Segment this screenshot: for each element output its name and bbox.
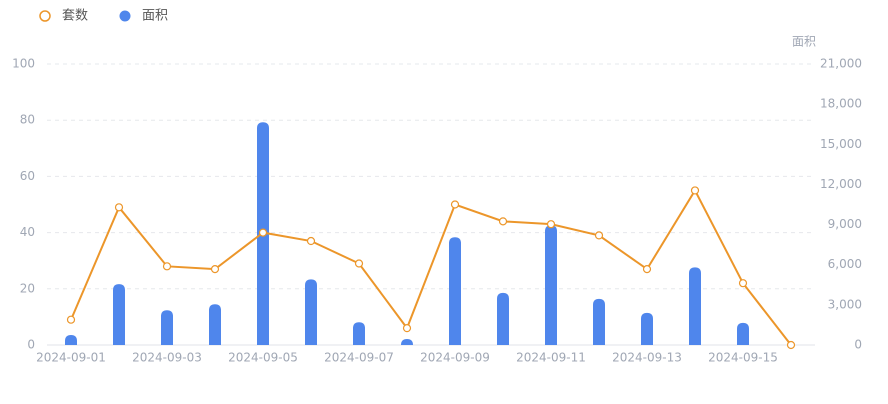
y-tick-label: 20: [20, 281, 35, 295]
legend-marker: [119, 10, 131, 22]
y-tick-label: 80: [20, 113, 35, 127]
x-tick-label: 2024-09-01: [36, 351, 106, 365]
line-point: [690, 186, 700, 195]
line-point: [738, 279, 748, 288]
x-tick-label: 2024-09-13: [612, 351, 682, 365]
x-tick-label: 2024-09-03: [132, 351, 202, 365]
bar: [641, 312, 653, 345]
x-tick-label: 2024-09-15: [708, 351, 778, 365]
bar: [305, 279, 317, 345]
y2-tick-label: 6,000: [828, 257, 862, 271]
y2-tick-label: 9,000: [828, 217, 862, 231]
line-point: [162, 262, 172, 271]
bar: [449, 237, 461, 345]
bar: [65, 334, 77, 345]
line-point: [594, 231, 604, 240]
bar: [161, 310, 173, 345]
y2-tick-label: 21,000: [820, 57, 862, 71]
bar: [545, 225, 557, 345]
bar: [113, 284, 125, 345]
y2-axis-title: 面积: [792, 35, 816, 49]
line-point: [546, 220, 556, 229]
legend-marker: [39, 10, 51, 22]
line-point: [306, 236, 316, 246]
line-point: [210, 265, 220, 274]
line-point: [114, 203, 124, 212]
x-tick-label: 2024-09-11: [516, 351, 586, 365]
line-point: [450, 200, 460, 209]
bar: [401, 338, 413, 345]
bar: [353, 322, 365, 345]
x-tick-label: 2024-09-05: [228, 351, 298, 365]
line-point: [258, 228, 268, 237]
bar: [593, 298, 605, 345]
y-tick-label: 60: [20, 169, 35, 183]
line: [70, 188, 792, 346]
y-tick-label: 100: [12, 57, 35, 71]
line-point: [354, 259, 364, 268]
y2-tick-label: 15,000: [820, 137, 862, 151]
line-point: [66, 315, 76, 324]
legend-label: 套数: [62, 8, 88, 24]
legend-label: 面积: [142, 9, 168, 24]
line-point: [402, 324, 412, 333]
y2-tick-label: 0: [854, 338, 862, 352]
y2-tick-label: 18,000: [820, 97, 862, 111]
x-tick-label: 2024-09-09: [420, 351, 490, 365]
bar: [737, 322, 749, 345]
y-tick-label: 40: [20, 225, 35, 239]
bar: [689, 267, 701, 345]
line-point: [786, 340, 796, 350]
y2-tick-label: 12,000: [820, 177, 862, 191]
line-point: [498, 217, 508, 226]
y-tick-label: 0: [27, 338, 35, 352]
x-tick-label: 2024-09-07: [324, 351, 394, 365]
y2-tick-label: 3,000: [828, 297, 862, 311]
line-point: [642, 265, 652, 274]
bar: [209, 304, 221, 345]
bar: [497, 292, 509, 345]
